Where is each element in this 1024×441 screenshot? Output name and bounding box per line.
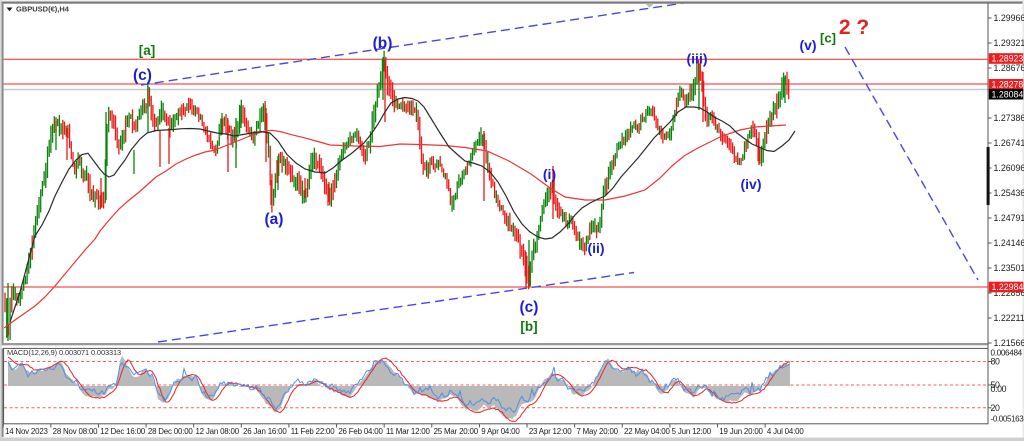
svg-text:GBPUSD(€),H4: GBPUSD(€),H4	[16, 5, 70, 14]
svg-text:1.27386: 1.27386	[994, 113, 1024, 123]
svg-text:(i): (i)	[543, 166, 556, 182]
svg-text:25 Mar 20:00: 25 Mar 20:00	[434, 427, 479, 436]
svg-text:(iv): (iv)	[741, 176, 762, 192]
svg-text:1.29966: 1.29966	[994, 13, 1024, 23]
svg-text:11 Feb 22:00: 11 Feb 22:00	[291, 427, 336, 436]
svg-text:26 Jan 16:00: 26 Jan 16:00	[243, 427, 287, 436]
svg-text:1.24146: 1.24146	[994, 238, 1024, 248]
svg-text:(iii): (iii)	[687, 51, 708, 67]
svg-text:-0.005163: -0.005163	[991, 415, 1024, 424]
svg-text:(b): (b)	[373, 35, 393, 52]
svg-text:12 Jan 08:00: 12 Jan 08:00	[195, 427, 239, 436]
svg-text:28 Dec 00:00: 28 Dec 00:00	[148, 427, 194, 436]
svg-text:19 Jun 20:00: 19 Jun 20:00	[719, 427, 763, 436]
svg-text:[b]: [b]	[520, 319, 537, 334]
svg-text:50: 50	[991, 380, 1001, 390]
svg-text:22 May 04:00: 22 May 04:00	[624, 427, 670, 436]
svg-text:5 Jun 12:00: 5 Jun 12:00	[672, 427, 712, 436]
svg-text:20: 20	[991, 403, 1001, 413]
svg-text:1.28923: 1.28923	[992, 54, 1024, 64]
svg-text:0.006484: 0.006484	[991, 349, 1023, 358]
svg-text:[c]: [c]	[820, 31, 836, 46]
svg-text:1.21566: 1.21566	[994, 338, 1024, 348]
svg-text:(ii): (ii)	[587, 240, 604, 256]
svg-text:1.22856: 1.22856	[994, 288, 1024, 298]
svg-text:11 Mar 12:00: 11 Mar 12:00	[386, 427, 431, 436]
svg-text:1.23501: 1.23501	[994, 263, 1024, 273]
svg-text:7 May 20:00: 7 May 20:00	[576, 427, 618, 436]
svg-text:9 Apr 04:00: 9 Apr 04:00	[481, 427, 520, 436]
svg-text:1.29321: 1.29321	[994, 38, 1024, 48]
svg-text:4 Jul 04:00: 4 Jul 04:00	[767, 427, 804, 436]
svg-text:1.22984: 1.22984	[992, 282, 1024, 292]
svg-text:(c): (c)	[520, 299, 539, 316]
svg-text:1.26096: 1.26096	[994, 163, 1024, 173]
svg-text:1.24791: 1.24791	[994, 213, 1024, 223]
svg-text:(c): (c)	[133, 67, 152, 84]
svg-text:[a]: [a]	[139, 43, 156, 58]
svg-text:12 Dec 16:00: 12 Dec 16:00	[100, 427, 146, 436]
svg-text:1.28676: 1.28676	[994, 63, 1024, 73]
svg-text:(a): (a)	[265, 211, 284, 228]
svg-text:23 Apr 12:00: 23 Apr 12:00	[529, 427, 572, 436]
svg-text:1.25436: 1.25436	[994, 188, 1024, 198]
svg-text:0.00: 0.00	[991, 384, 1007, 394]
svg-text:1.28084: 1.28084	[992, 89, 1024, 99]
svg-text:26 Feb 04:00: 26 Feb 04:00	[338, 427, 383, 436]
svg-text:14 Nov 2023: 14 Nov 2023	[5, 427, 49, 436]
svg-text:1.26741: 1.26741	[994, 138, 1024, 148]
svg-text:28 Nov 08:00: 28 Nov 08:00	[53, 427, 99, 436]
svg-text:(v): (v)	[799, 37, 816, 53]
svg-text:2 ?: 2 ?	[839, 16, 869, 39]
svg-text:1.28278: 1.28278	[992, 80, 1024, 90]
svg-text:1.22211: 1.22211	[994, 313, 1024, 323]
svg-text:80: 80	[991, 357, 1001, 367]
svg-text:MACD(12,26,9) 0.003071 0.00331: MACD(12,26,9) 0.003071 0.003313	[7, 348, 121, 357]
